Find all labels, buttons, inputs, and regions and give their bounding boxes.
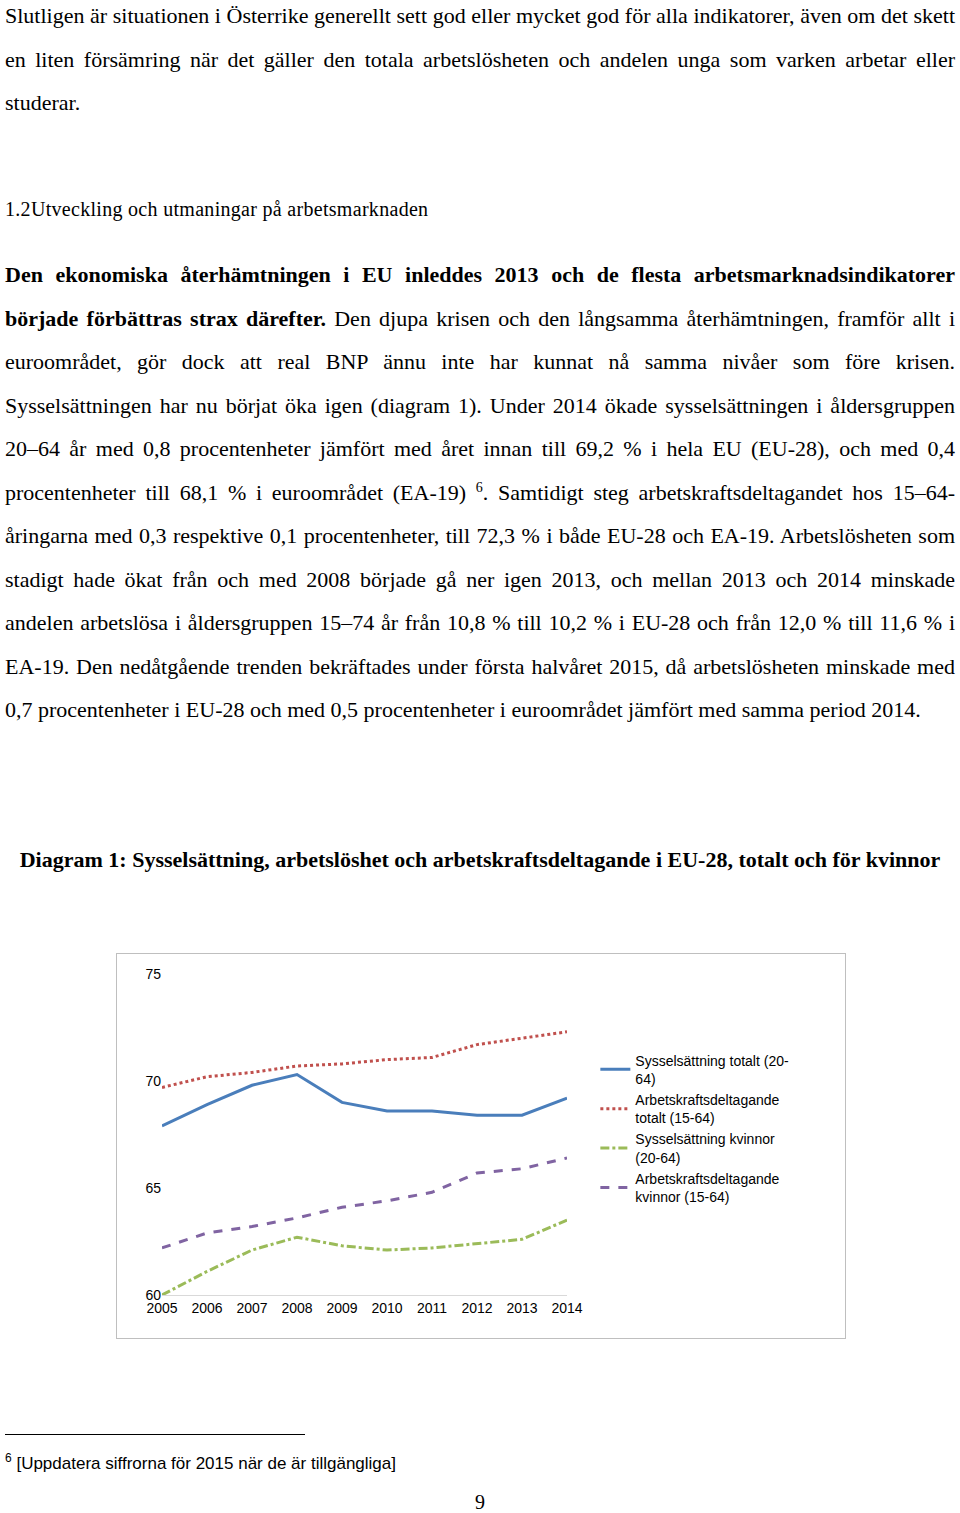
html-text:9: 9 — [475, 1491, 485, 1513]
svg-text:2009: 2009 — [326, 1300, 357, 1316]
svg-text:Sysselsättning totalt (20-64): Sysselsättning totalt (20-64) — [635, 1053, 789, 1087]
svg-text:60: 60 — [145, 1287, 161, 1303]
svg-text:2011: 2011 — [417, 1300, 447, 1316]
svg-text:70: 70 — [145, 1073, 161, 1089]
html-text:1.2Utveckling och utmaningar p: 1.2Utveckling och utmaningar på arbetsma… — [5, 198, 429, 220]
svg-text:Arbetskraftsdeltagandetotalt (: Arbetskraftsdeltagandetotalt (15-64) — [635, 1092, 779, 1126]
svg-text:65: 65 — [145, 1180, 161, 1196]
svg-text:75: 75 — [145, 966, 161, 982]
svg-text:Sysselsättning kvinnor(20-64): Sysselsättning kvinnor(20-64) — [635, 1131, 775, 1165]
svg-text:Arbetskraftsdeltagandekvinnor: Arbetskraftsdeltagandekvinnor (15-64) — [635, 1171, 779, 1205]
svg-text:2006: 2006 — [191, 1300, 222, 1316]
svg-text:2013: 2013 — [506, 1300, 537, 1316]
svg-text:2008: 2008 — [281, 1300, 312, 1316]
svg-text:2005: 2005 — [146, 1300, 177, 1316]
html-text:Diagram 1: Sysselsättning, arb: Diagram 1: Sysselsättning, arbetslöshet … — [19, 847, 941, 872]
svg-text:2007: 2007 — [236, 1300, 267, 1316]
html-text:Den ekonomiska återhämtningen: Den ekonomiska återhämtningen i EU inled… — [5, 262, 955, 722]
html-text:Slutligen är situationen i Öst: Slutligen är situationen i Österrike gen… — [5, 3, 955, 115]
svg-text:2012: 2012 — [461, 1300, 492, 1316]
svg-text:2014: 2014 — [551, 1300, 582, 1316]
html-text:6[Uppdatera siffrorna för 2015: 6[Uppdatera siffrorna för 2015 när de är… — [5, 1451, 396, 1473]
svg-text:2010: 2010 — [371, 1300, 402, 1316]
